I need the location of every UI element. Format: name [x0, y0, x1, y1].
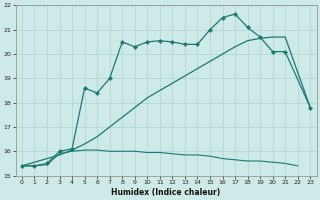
X-axis label: Humidex (Indice chaleur): Humidex (Indice chaleur)	[111, 188, 221, 197]
